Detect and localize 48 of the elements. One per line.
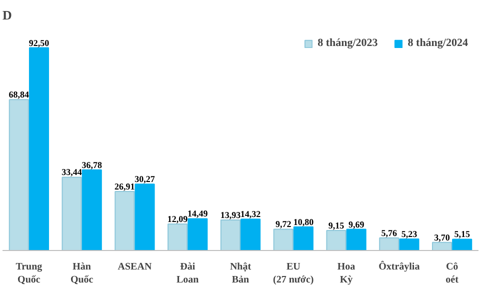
data-label: 30,27 [134,174,156,184]
data-label: 12,09 [167,214,188,224]
bar [432,242,452,250]
data-label: 5,15 [454,229,470,240]
legend-label: 8 tháng/2024 [408,37,468,49]
bar [8,99,29,250]
data-label: 36,78 [82,160,103,170]
data-label: 5,23 [401,229,418,240]
x-tick-label: Hoa Kỳ [337,262,356,286]
data-label: 26,91 [114,182,136,192]
x-tick-label: EU (27 nước) [273,262,314,286]
bar [326,230,346,250]
x-tick-label: Ôxtrâylia [378,260,420,272]
bar [273,228,294,250]
bar [346,228,366,250]
bar [28,47,50,250]
bar [293,226,314,250]
legend-label: 8 tháng/2023 [318,37,378,49]
bar [82,169,102,250]
x-tick-label: Hàn Quốc [70,262,94,286]
bar [240,218,261,250]
data-label: 9,72 [275,219,292,230]
bar [188,218,208,250]
bar [399,238,420,250]
bar [168,224,188,250]
data-label: 10,80 [293,216,314,227]
data-label: 13,93 [220,210,242,220]
data-label: 14,49 [188,208,208,219]
x-tick-label: ASEAN [118,262,152,272]
data-label: 9,69 [348,219,365,230]
data-label: 9,15 [328,220,345,230]
x-tick-label: Đài Loan [176,262,200,286]
data-label: 14,32 [240,209,262,220]
x-tick-label: Cô oét [446,262,460,286]
bar [62,176,82,250]
data-label: 68,84 [8,90,30,100]
chart-title: D [2,8,12,22]
bar [379,237,400,250]
data-label: 5,76 [381,228,398,238]
x-tick-label: Nhật Bản [230,262,252,286]
bar [114,191,135,250]
x-tick-label: Trung Quốc [16,262,42,286]
bar [220,219,240,250]
bar [134,184,155,250]
data-label: 3,70 [434,232,450,242]
data-label: 92,50 [28,38,50,48]
data-label: 33,44 [62,167,82,178]
bar [452,238,472,250]
